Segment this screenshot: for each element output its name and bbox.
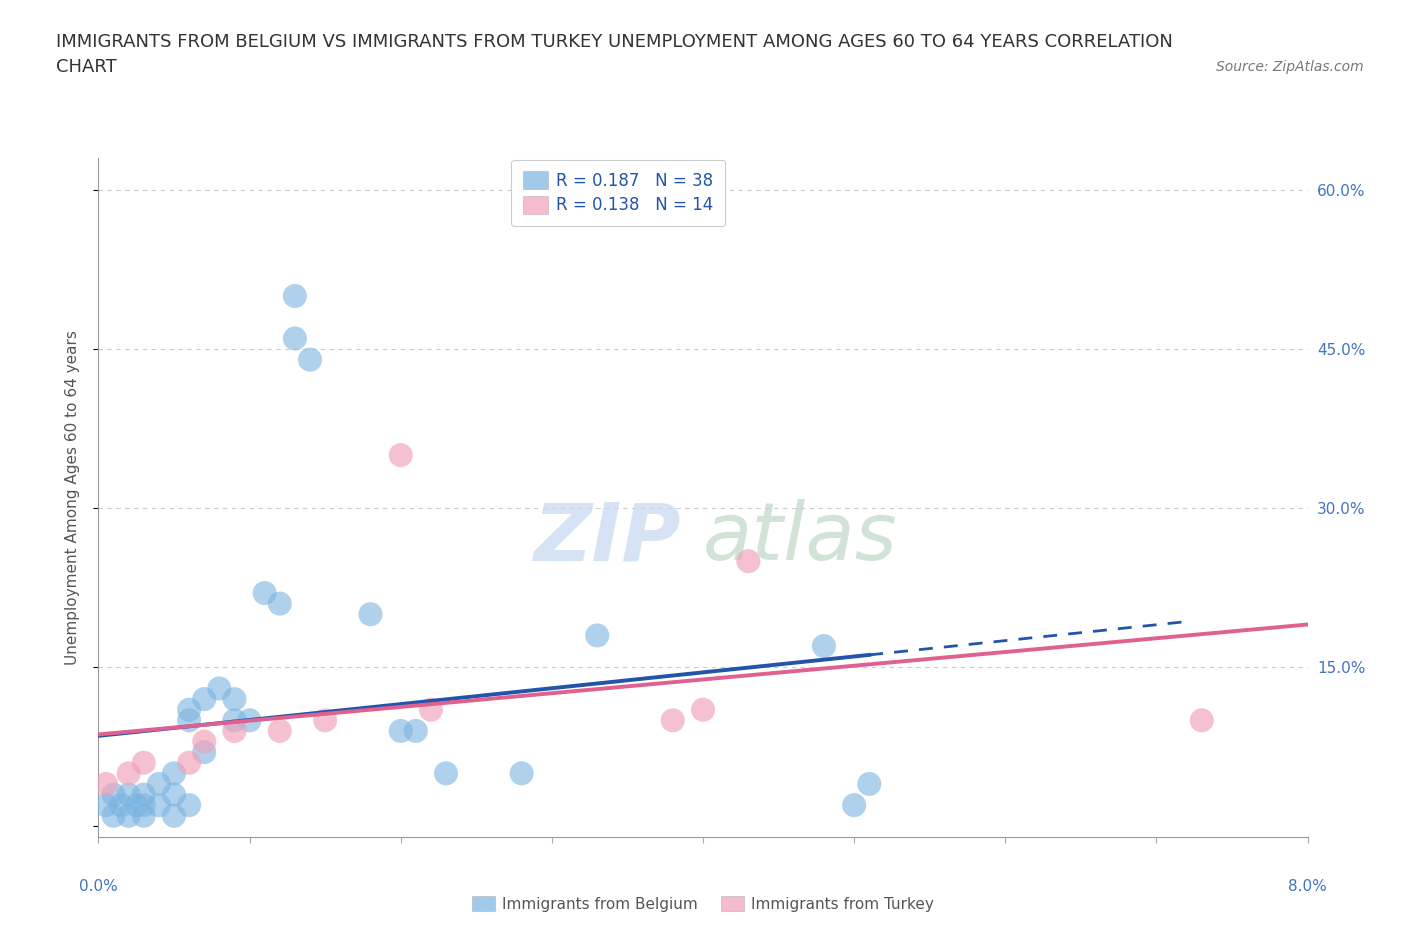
Point <box>193 745 215 760</box>
Point <box>163 766 186 781</box>
Point <box>405 724 427 738</box>
Point <box>434 766 457 781</box>
Legend: Immigrants from Belgium, Immigrants from Turkey: Immigrants from Belgium, Immigrants from… <box>465 889 941 918</box>
Point <box>148 798 170 813</box>
Point <box>269 596 291 611</box>
Text: IMMIGRANTS FROM BELGIUM VS IMMIGRANTS FROM TURKEY UNEMPLOYMENT AMONG AGES 60 TO : IMMIGRANTS FROM BELGIUM VS IMMIGRANTS FR… <box>56 33 1173 75</box>
Point <box>389 724 412 738</box>
Text: atlas: atlas <box>703 499 897 578</box>
Point <box>858 777 880 791</box>
Point <box>179 713 201 728</box>
Point <box>179 702 201 717</box>
Point <box>132 787 155 802</box>
Point <box>224 713 246 728</box>
Point <box>148 777 170 791</box>
Point <box>737 553 759 568</box>
Point <box>224 692 246 707</box>
Point <box>1191 713 1213 728</box>
Point <box>284 331 307 346</box>
Point <box>692 702 714 717</box>
Point <box>132 755 155 770</box>
Point <box>110 798 132 813</box>
Point <box>163 787 186 802</box>
Point <box>94 777 117 791</box>
Point <box>208 681 231 696</box>
Point <box>132 808 155 823</box>
Point <box>179 755 201 770</box>
Point <box>103 808 125 823</box>
Text: 0.0%: 0.0% <box>79 880 118 895</box>
Legend: R = 0.187   N = 38, R = 0.138   N = 14: R = 0.187 N = 38, R = 0.138 N = 14 <box>512 160 725 226</box>
Point <box>586 628 609 643</box>
Point <box>103 787 125 802</box>
Point <box>118 787 141 802</box>
Point <box>224 724 246 738</box>
Point <box>844 798 866 813</box>
Point <box>118 808 141 823</box>
Text: 8.0%: 8.0% <box>1288 880 1327 895</box>
Point <box>420 702 443 717</box>
Point <box>253 586 276 601</box>
Y-axis label: Unemployment Among Ages 60 to 64 years: Unemployment Among Ages 60 to 64 years <box>65 330 80 665</box>
Text: Source: ZipAtlas.com: Source: ZipAtlas.com <box>1216 60 1364 74</box>
Point <box>813 639 835 654</box>
Point <box>314 713 336 728</box>
Point <box>269 724 291 738</box>
Point <box>193 734 215 749</box>
Text: ZIP: ZIP <box>533 499 681 578</box>
Point <box>299 352 322 367</box>
Point <box>239 713 262 728</box>
Point <box>360 606 382 621</box>
Point <box>510 766 533 781</box>
Point <box>284 288 307 303</box>
Point <box>118 766 141 781</box>
Point <box>94 798 117 813</box>
Point <box>662 713 685 728</box>
Point <box>163 808 186 823</box>
Point <box>132 798 155 813</box>
Point <box>179 798 201 813</box>
Point <box>389 447 412 462</box>
Point <box>125 798 148 813</box>
Point <box>193 692 215 707</box>
